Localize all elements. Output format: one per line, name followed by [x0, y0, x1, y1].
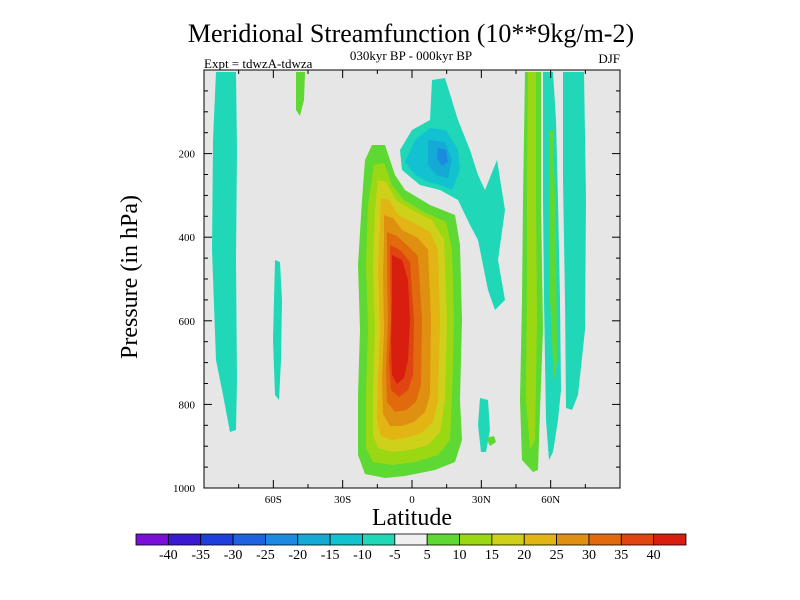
y-axis-ticks: 200 400 600 800 1000 [173, 149, 620, 495]
chart-subtitle: 030kyr BP - 000kyr BP [350, 48, 472, 63]
contour-field [212, 72, 586, 478]
colorbar-label: 25 [550, 548, 564, 563]
contour-upper-negative-peak [437, 148, 448, 166]
colorbar: -40 -35 -30 -25 -20 -15 -10 -5 5 10 15 20 25 30 35 40 [135, 533, 687, 563]
colorbar-label: -30 [224, 548, 243, 563]
colorbar-label: -25 [256, 548, 275, 563]
colorbar-label: 40 [647, 548, 661, 563]
colorbar-label: 30 [582, 548, 596, 563]
x-tick-label: 30N [472, 494, 491, 506]
colorbar-label: -15 [321, 548, 340, 563]
colorbar-label: 10 [453, 548, 467, 563]
y-tick-label: 1000 [173, 483, 196, 495]
x-tick-label: 60S [265, 494, 282, 506]
colorbar-swatch [620, 533, 655, 546]
chart-title: Meridional Streamfunction (10**9kg/m-2) [188, 19, 634, 48]
colorbar-label: -35 [191, 548, 210, 563]
colorbar-label: -10 [353, 548, 372, 563]
y-axis-label: Pressure (in hPa) [117, 195, 143, 359]
season-label: DJF [598, 51, 620, 66]
x-axis-minor-ticks [238, 70, 586, 488]
colorbar-swatch [135, 533, 169, 546]
colorbar-label: -40 [159, 548, 178, 563]
contour-tropical-positive-speck [486, 436, 496, 446]
x-tick-label: 30S [334, 494, 351, 506]
colorbar-swatch [426, 533, 460, 546]
colorbar-label: 15 [485, 548, 499, 563]
contour-main-cell-40 [391, 255, 410, 384]
contour-north-positive-inner [526, 72, 537, 450]
y-tick-label: 800 [179, 399, 196, 411]
colorbar-swatch [265, 533, 299, 546]
y-tick-label: 600 [179, 316, 196, 328]
colorbar-swatch [232, 533, 266, 546]
colorbar-swatch [653, 533, 687, 546]
colorbar-swatch [329, 533, 363, 546]
contour-north-polar-negative [563, 72, 586, 410]
colorbar-swatch [523, 533, 557, 546]
contour-north-positive-thin [549, 130, 557, 380]
x-tick-label: 0 [409, 494, 415, 506]
contour-south-polar-negative [212, 72, 237, 432]
colorbar-swatch [362, 533, 396, 546]
colorbar-label: 5 [424, 548, 431, 563]
y-tick-label: 400 [179, 232, 196, 244]
colorbar-label: -20 [288, 548, 307, 563]
colorbar-label: -5 [389, 548, 401, 563]
colorbar-label: 35 [614, 548, 628, 563]
colorbar-swatch [394, 533, 428, 546]
colorbar-swatch [588, 533, 622, 546]
colorbar-swatch [491, 533, 525, 546]
x-tick-label: 60N [541, 494, 560, 506]
y-axis-minor-ticks [204, 90, 620, 468]
y-tick-label: 200 [179, 149, 196, 161]
colorbar-swatch [556, 533, 590, 546]
colorbar-swatch [200, 533, 234, 546]
contour-small-mid-negative [273, 260, 282, 400]
experiment-label: Expt = tdwzA-tdwza [204, 56, 313, 71]
colorbar-swatch [459, 533, 493, 546]
colorbar-swatch [167, 533, 202, 546]
contour-small-upper-positive [296, 72, 305, 116]
colorbar-swatch [297, 533, 331, 546]
x-axis-ticks: 60S 30S 0 30N 60N [265, 70, 560, 506]
x-axis-label: Latitude [372, 505, 452, 531]
colorbar-label: 20 [517, 548, 531, 563]
